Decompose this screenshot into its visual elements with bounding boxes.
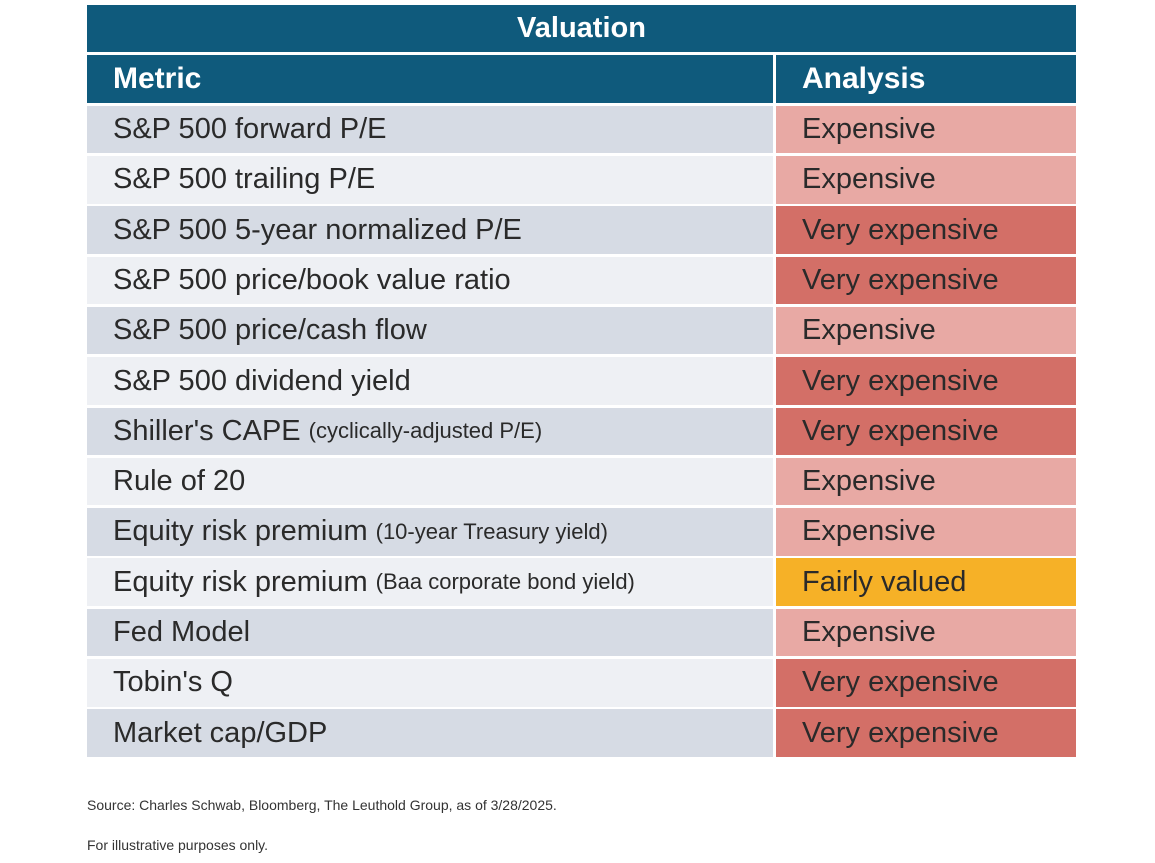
valuation-table: Valuation Metric Analysis S&P 500 forwar… (87, 5, 1076, 757)
table-row: S&P 500 price/cash flow Expensive (87, 306, 1076, 355)
analysis-cell: Fairly valued (776, 558, 1076, 606)
column-header-analysis: Analysis (776, 55, 1076, 103)
table-row: Shiller's CAPE (cyclically-adjusted P/E) V… (87, 407, 1076, 456)
metric-cell: Equity risk premium (Baa corporate bond y… (87, 558, 773, 606)
metric-label: S&P 500 price/book value ratio (113, 263, 511, 296)
table-row: Equity risk premium (10-year Treasury yie… (87, 508, 1076, 556)
table-row: Fed Model Expensive (87, 608, 1076, 657)
metric-cell: S&P 500 price/cash flow (87, 306, 773, 355)
metric-cell: S&P 500 price/book value ratio (87, 256, 773, 305)
metric-label: Fed Model (113, 616, 251, 649)
table-row: S&P 500 forward P/E Expensive (87, 105, 1076, 154)
table-title: Valuation (87, 5, 1076, 52)
table-row: S&P 500 dividend yield Very expensive (87, 357, 1076, 405)
metric-label: S&P 500 forward P/E (113, 113, 387, 146)
analysis-cell: Very expensive (776, 659, 1076, 707)
table-header-row: Metric Analysis (87, 55, 1076, 103)
metric-cell: Rule of 20 (87, 457, 773, 506)
column-header-metric: Metric (87, 55, 773, 103)
source-note: Source: Charles Schwab, Bloomberg, The L… (87, 797, 557, 813)
analysis-cell: Expensive (776, 608, 1076, 657)
metric-label: S&P 500 trailing P/E (113, 163, 376, 196)
table-row: Rule of 20 Expensive (87, 457, 1076, 506)
table-row: S&P 500 price/book value ratio Very expen… (87, 256, 1076, 305)
analysis-cell: Expensive (776, 306, 1076, 355)
analysis-cell: Very expensive (776, 407, 1076, 456)
table-row: S&P 500 5-year normalized P/E Very expens… (87, 206, 1076, 254)
metric-label: Rule of 20 (113, 465, 246, 498)
metric-label: Equity risk premium (113, 515, 368, 548)
metric-label: Market cap/GDP (113, 716, 328, 749)
metric-cell: Market cap/GDP (87, 709, 773, 757)
table-row: S&P 500 trailing P/E Expensive (87, 156, 1076, 204)
metric-cell: S&P 500 dividend yield (87, 357, 773, 405)
analysis-cell: Very expensive (776, 709, 1076, 757)
analysis-cell: Expensive (776, 508, 1076, 556)
metric-label: S&P 500 dividend yield (113, 364, 411, 397)
analysis-cell: Expensive (776, 156, 1076, 204)
table-row: Tobin's Q Very expensive (87, 659, 1076, 707)
metric-cell: Equity risk premium (10-year Treasury yie… (87, 508, 773, 556)
analysis-cell: Very expensive (776, 357, 1076, 405)
metric-label: S&P 500 5-year normalized P/E (113, 213, 522, 246)
metric-label: Equity risk premium (113, 565, 368, 598)
metric-qualifier: (Baa corporate bond yield) (375, 569, 635, 595)
metric-qualifier: (10-year Treasury yield) (375, 518, 608, 544)
metric-label: Shiller's CAPE (113, 414, 301, 447)
metric-cell: Tobin's Q (87, 659, 773, 707)
table-body: S&P 500 forward P/E Expensive S&P 500 trai… (87, 105, 1076, 757)
disclaimer-note: For illustrative purposes only. (87, 837, 269, 853)
analysis-cell: Very expensive (776, 256, 1076, 305)
metric-cell: S&P 500 forward P/E (87, 105, 773, 154)
analysis-cell: Expensive (776, 105, 1076, 154)
metric-cell: Fed Model (87, 608, 773, 657)
metric-cell: S&P 500 trailing P/E (87, 156, 773, 204)
table-row: Equity risk premium (Baa corporate bond y… (87, 558, 1076, 606)
analysis-cell: Expensive (776, 457, 1076, 506)
analysis-cell: Very expensive (776, 206, 1076, 254)
metric-qualifier: (cyclically-adjusted P/E) (308, 418, 543, 444)
metric-cell: S&P 500 5-year normalized P/E (87, 206, 773, 254)
table-row: Market cap/GDP Very expensive (87, 709, 1076, 757)
metric-cell: Shiller's CAPE (cyclically-adjusted P/E) (87, 407, 773, 456)
metric-label: Tobin's Q (113, 666, 233, 699)
metric-label: S&P 500 price/cash flow (113, 314, 427, 347)
